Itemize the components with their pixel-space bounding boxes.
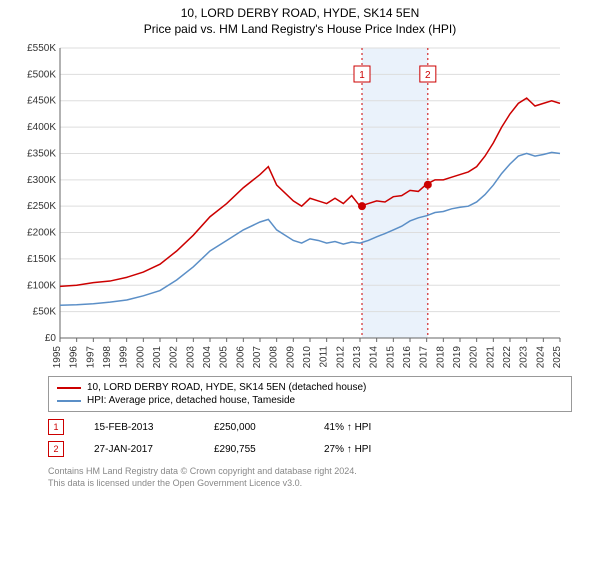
sale-row: 1 15-FEB-2013 £250,000 41% ↑ HPI [48, 416, 572, 438]
svg-text:£150K: £150K [27, 254, 56, 265]
svg-text:2022: 2022 [502, 346, 513, 369]
page-subtitle: Price paid vs. HM Land Registry's House … [0, 22, 600, 36]
page-title: 10, LORD DERBY ROAD, HYDE, SK14 5EN [0, 6, 600, 20]
svg-text:2024: 2024 [535, 346, 546, 369]
svg-text:1996: 1996 [69, 346, 80, 369]
footer-line: Contains HM Land Registry data © Crown c… [48, 466, 572, 478]
sale-hpi-delta: 41% ↑ HPI [324, 422, 371, 433]
svg-text:2012: 2012 [335, 346, 346, 369]
legend-swatch [57, 387, 81, 389]
svg-text:2021: 2021 [485, 346, 496, 369]
svg-text:£0: £0 [45, 333, 57, 344]
sale-marker: 1 [48, 419, 64, 435]
svg-text:2001: 2001 [152, 346, 163, 369]
svg-text:1999: 1999 [119, 346, 130, 369]
legend-label: 10, LORD DERBY ROAD, HYDE, SK14 5EN (det… [87, 382, 366, 393]
svg-text:2015: 2015 [385, 346, 396, 369]
svg-text:£50K: £50K [33, 307, 57, 318]
svg-text:£200K: £200K [27, 228, 56, 239]
svg-text:2025: 2025 [552, 346, 563, 369]
legend-item: HPI: Average price, detached house, Tame… [57, 394, 563, 407]
svg-text:2: 2 [425, 70, 431, 81]
legend-label: HPI: Average price, detached house, Tame… [87, 395, 295, 406]
sale-date: 27-JAN-2017 [94, 444, 184, 455]
svg-text:£550K: £550K [27, 43, 56, 54]
svg-text:2013: 2013 [352, 346, 363, 369]
sale-marker: 2 [48, 441, 64, 457]
svg-text:2006: 2006 [235, 346, 246, 369]
svg-text:£100K: £100K [27, 280, 56, 291]
svg-text:2018: 2018 [435, 346, 446, 369]
sale-date: 15-FEB-2013 [94, 422, 184, 433]
svg-text:2016: 2016 [402, 346, 413, 369]
svg-text:2011: 2011 [319, 346, 330, 368]
svg-text:1995: 1995 [52, 346, 63, 369]
svg-text:2005: 2005 [219, 346, 230, 369]
svg-text:1: 1 [359, 70, 365, 81]
svg-text:1997: 1997 [85, 346, 96, 369]
legend-swatch [57, 400, 81, 402]
footer-line: This data is licensed under the Open Gov… [48, 478, 572, 490]
svg-text:2003: 2003 [185, 346, 196, 369]
footer-attribution: Contains HM Land Registry data © Crown c… [48, 466, 572, 489]
svg-text:1998: 1998 [102, 346, 113, 369]
svg-text:2019: 2019 [452, 346, 463, 369]
legend: 10, LORD DERBY ROAD, HYDE, SK14 5EN (det… [48, 376, 572, 412]
sale-price: £250,000 [214, 422, 294, 433]
svg-text:2007: 2007 [252, 346, 263, 369]
svg-text:2010: 2010 [302, 346, 313, 369]
svg-text:£400K: £400K [27, 122, 56, 133]
svg-text:2009: 2009 [285, 346, 296, 369]
svg-text:2004: 2004 [202, 346, 213, 369]
svg-text:£250K: £250K [27, 201, 56, 212]
sale-hpi-delta: 27% ↑ HPI [324, 444, 371, 455]
svg-text:2014: 2014 [369, 346, 380, 369]
svg-text:2020: 2020 [469, 346, 480, 369]
svg-text:2008: 2008 [269, 346, 280, 369]
svg-text:£450K: £450K [27, 96, 56, 107]
svg-text:2017: 2017 [419, 346, 430, 369]
sales-table: 1 15-FEB-2013 £250,000 41% ↑ HPI 2 27-JAN-201… [48, 416, 572, 460]
price-chart: £0 £50K £100K £150K £200K £250K £300K £350K £400… [20, 40, 580, 370]
svg-text:2000: 2000 [135, 346, 146, 369]
svg-text:2002: 2002 [169, 346, 180, 369]
sale-price: £290,755 [214, 444, 294, 455]
legend-item: 10, LORD DERBY ROAD, HYDE, SK14 5EN (det… [57, 381, 563, 394]
svg-text:£350K: £350K [27, 148, 56, 159]
sale-row: 2 27-JAN-2017 £290,755 27% ↑ HPI [48, 438, 572, 460]
svg-text:£300K: £300K [27, 175, 56, 186]
svg-text:£500K: £500K [27, 69, 56, 80]
svg-text:2023: 2023 [519, 346, 530, 369]
